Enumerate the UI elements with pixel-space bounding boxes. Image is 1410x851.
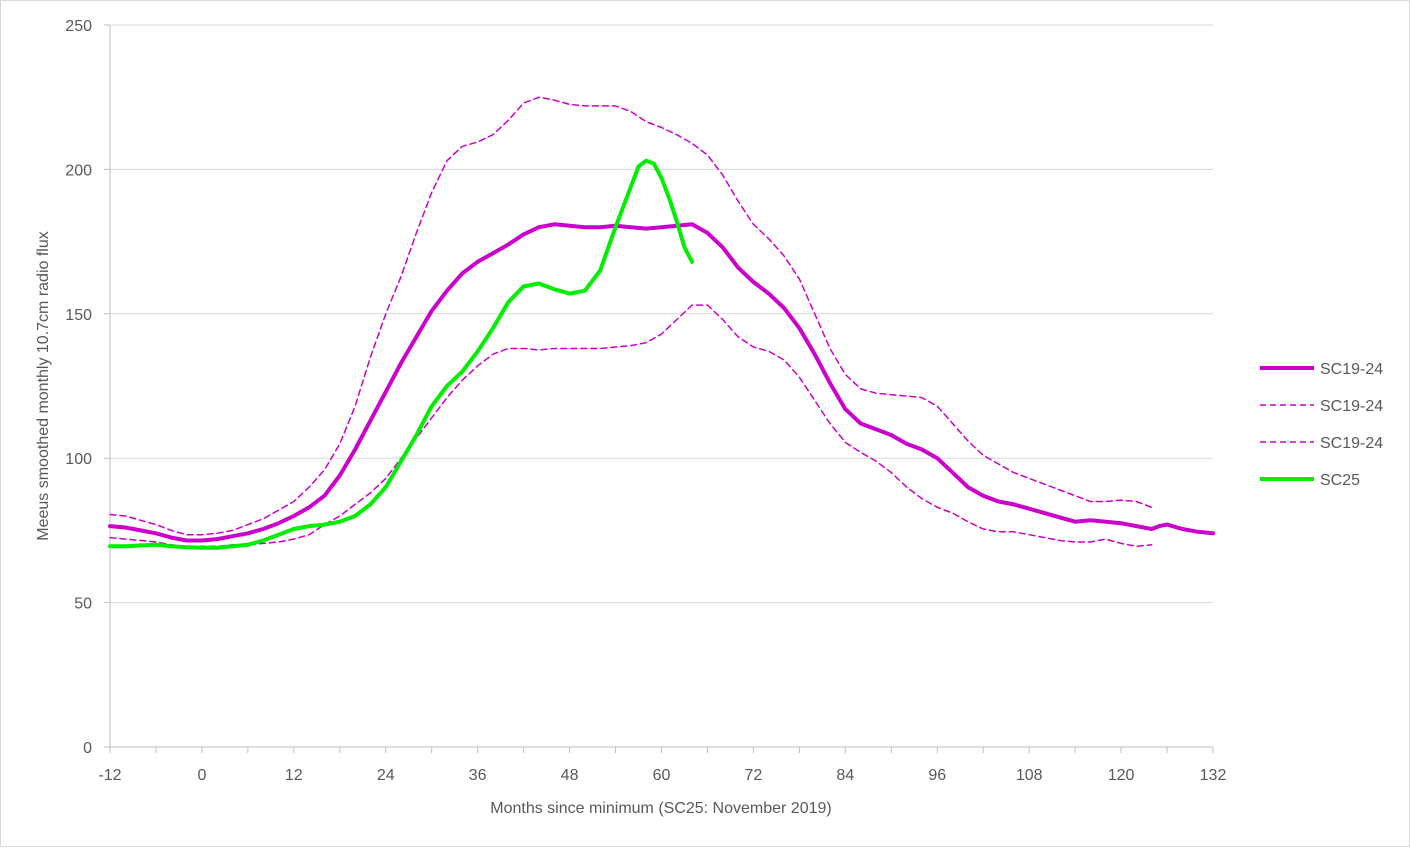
legend-label: SC19-24 — [1320, 435, 1383, 452]
y-tick-label: 0 — [83, 740, 92, 757]
y-axis-label: Meeus smoothed monthly 10.7cm radio flux — [35, 231, 52, 540]
x-tick-label: 72 — [745, 767, 763, 784]
series-line-2 — [109, 304, 1153, 548]
y-tick-label: 150 — [65, 307, 92, 324]
legend-label: SC19-24 — [1320, 398, 1383, 415]
y-tick-labels: 0 50 100 150 200 250 — [65, 18, 92, 757]
x-tick-label: 132 — [1200, 767, 1227, 784]
x-tick-label: 12 — [285, 767, 303, 784]
x-tick-label: -12 — [98, 767, 121, 784]
series-line-3 — [108, 158, 695, 550]
x-tick-label: 120 — [1108, 767, 1135, 784]
series-line-1 — [109, 96, 1153, 536]
x-tick-label: 48 — [561, 767, 579, 784]
y-tick-label: 50 — [74, 596, 92, 613]
x-tick-label: 36 — [469, 767, 487, 784]
x-tick-label: 60 — [653, 767, 671, 784]
x-tick-label: 0 — [197, 767, 206, 784]
x-tick-label: 96 — [928, 767, 946, 784]
y-tick-label: 200 — [65, 162, 92, 179]
legend: SC19-24 SC19-24 SC19-24 SC25 — [1260, 361, 1383, 489]
series-line-0 — [108, 222, 1215, 543]
legend-label: SC25 — [1320, 472, 1360, 489]
x-axis-label: Months since minimum (SC25: November 201… — [490, 800, 831, 817]
legend-label: SC19-24 — [1320, 361, 1383, 378]
x-tick-label: 24 — [377, 767, 395, 784]
x-tick-labels: -12 0 12 24 36 48 60 72 84 96 108 120 132 — [98, 767, 1226, 784]
gridlines — [110, 24, 1213, 604]
x-tick-label: 108 — [1016, 767, 1043, 784]
x-tick-label: 84 — [836, 767, 854, 784]
y-tick-label: 100 — [65, 451, 92, 468]
series-lines — [108, 96, 1215, 550]
y-tick-label: 250 — [65, 18, 92, 35]
axes — [104, 24, 1214, 753]
